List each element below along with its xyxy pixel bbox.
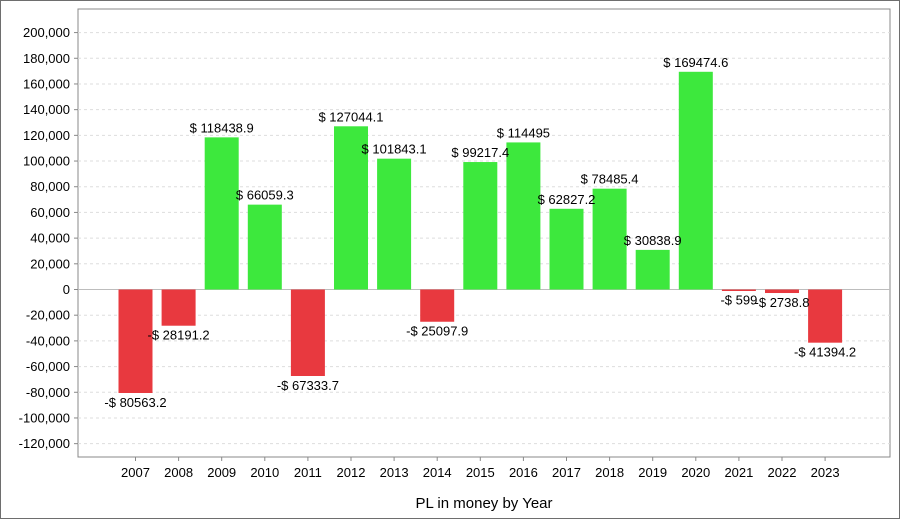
bar-2016 — [506, 142, 541, 290]
data-label-2008: -$ 28191.2 — [148, 328, 210, 343]
data-label-2009: $ 118438.9 — [190, 120, 254, 135]
x-tick-label: 2022 — [768, 465, 797, 480]
x-tick-label: 2023 — [811, 465, 840, 480]
data-label-2022: -$ 2738.8 — [755, 295, 810, 310]
y-tick-label: -40,000 — [26, 333, 70, 348]
bar-2013 — [377, 158, 412, 290]
x-tick-label: 2012 — [337, 465, 366, 480]
bar-2020 — [678, 71, 713, 290]
y-axis-tick-labels: -120,000 -100,000 -80,000 -60,000 -40,000 -20… — [19, 25, 70, 451]
bar-2018 — [592, 188, 627, 290]
x-axis-tick-labels: 2007 2008 2009 2010 2011 2012 2013 2014 2015 2016… — [121, 457, 840, 480]
data-label-2013: $ 101843.1 — [362, 142, 427, 157]
bar-2008 — [161, 289, 196, 326]
data-label-2020: $ 169474.6 — [663, 55, 728, 70]
y-tick-label: 140,000 — [23, 102, 70, 117]
bar-2010 — [247, 204, 282, 290]
data-label-2016: $ 114495 — [497, 125, 550, 140]
y-tick-label: 0 — [63, 282, 70, 297]
bar-2007 — [118, 289, 153, 393]
y-tick-label: -60,000 — [26, 359, 70, 374]
data-label-2011: -$ 67333.7 — [277, 378, 339, 393]
x-tick-label: 2013 — [380, 465, 409, 480]
bar-2021 — [721, 289, 756, 291]
bar-2015 — [463, 162, 498, 290]
bar-2022 — [765, 289, 799, 294]
data-labels: -$ 80563.2 -$ 28191.2 $ 118438.9 $ 66059.3 -… — [104, 55, 856, 410]
x-tick-label: 2017 — [552, 465, 581, 480]
x-tick-label: 2020 — [681, 465, 710, 480]
y-tick-label: 120,000 — [23, 128, 70, 143]
data-label-2021: -$ 599 — [720, 292, 757, 307]
x-tick-label: 2021 — [724, 465, 753, 480]
x-tick-label: 2016 — [509, 465, 538, 480]
data-label-2010: $ 66059.3 — [236, 188, 294, 203]
data-label-2012: $ 127044.1 — [318, 109, 383, 124]
bar-2023 — [808, 289, 843, 343]
data-label-2019: $ 30838.9 — [624, 233, 682, 248]
y-tick-label: 100,000 — [23, 154, 70, 169]
data-label-2015: $ 99217.4 — [451, 145, 509, 160]
y-tick-label: 40,000 — [30, 231, 70, 246]
y-tick-label: 20,000 — [30, 256, 70, 271]
data-label-2023: -$ 41394.2 — [794, 345, 856, 360]
data-label-2007: -$ 80563.2 — [104, 395, 166, 410]
x-tick-label: 2015 — [466, 465, 495, 480]
y-tick-label: 80,000 — [30, 179, 70, 194]
y-tick-label: -80,000 — [26, 385, 70, 400]
x-tick-label: 2009 — [207, 465, 236, 480]
bar-2009 — [204, 137, 239, 290]
bar-2011 — [290, 289, 325, 376]
y-tick-label: 60,000 — [30, 205, 70, 220]
x-tick-label: 2019 — [638, 465, 667, 480]
y-tick-label: -20,000 — [26, 308, 70, 323]
y-tick-label: 160,000 — [23, 76, 70, 91]
x-tick-label: 2014 — [423, 465, 452, 480]
bars — [118, 71, 843, 393]
bar-2017 — [549, 208, 584, 290]
y-tick-label: -100,000 — [19, 410, 70, 425]
x-tick-label: 2007 — [121, 465, 150, 480]
bar-2019 — [635, 249, 670, 290]
data-label-2018: $ 78485.4 — [581, 172, 639, 187]
data-label-2014: -$ 25097.9 — [406, 324, 468, 339]
x-tick-label: 2008 — [164, 465, 193, 480]
y-tick-label: 200,000 — [23, 25, 70, 40]
y-tick-label: 180,000 — [23, 51, 70, 66]
data-label-2017: $ 62827.2 — [538, 192, 596, 207]
x-axis-title: PL in money by Year — [415, 495, 552, 512]
x-tick-label: 2018 — [595, 465, 624, 480]
x-tick-label: 2010 — [250, 465, 279, 480]
bar-2014 — [420, 289, 455, 322]
bar-2012 — [334, 126, 368, 290]
y-tick-label: -120,000 — [19, 436, 70, 451]
x-tick-label: 2011 — [294, 465, 322, 480]
